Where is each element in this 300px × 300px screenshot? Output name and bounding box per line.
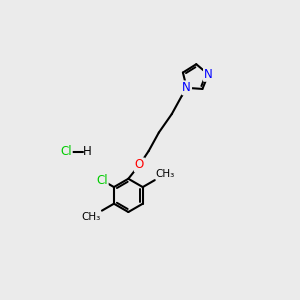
Text: Cl: Cl (60, 145, 72, 158)
Text: O: O (135, 158, 144, 171)
Text: H: H (82, 145, 91, 158)
Text: Cl: Cl (96, 174, 108, 187)
Text: CH₃: CH₃ (82, 212, 101, 222)
Text: N: N (204, 68, 213, 81)
Text: N: N (182, 81, 191, 94)
Text: CH₃: CH₃ (155, 169, 175, 179)
